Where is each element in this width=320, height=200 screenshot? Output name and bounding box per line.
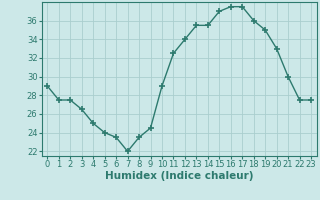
X-axis label: Humidex (Indice chaleur): Humidex (Indice chaleur) bbox=[105, 171, 253, 181]
